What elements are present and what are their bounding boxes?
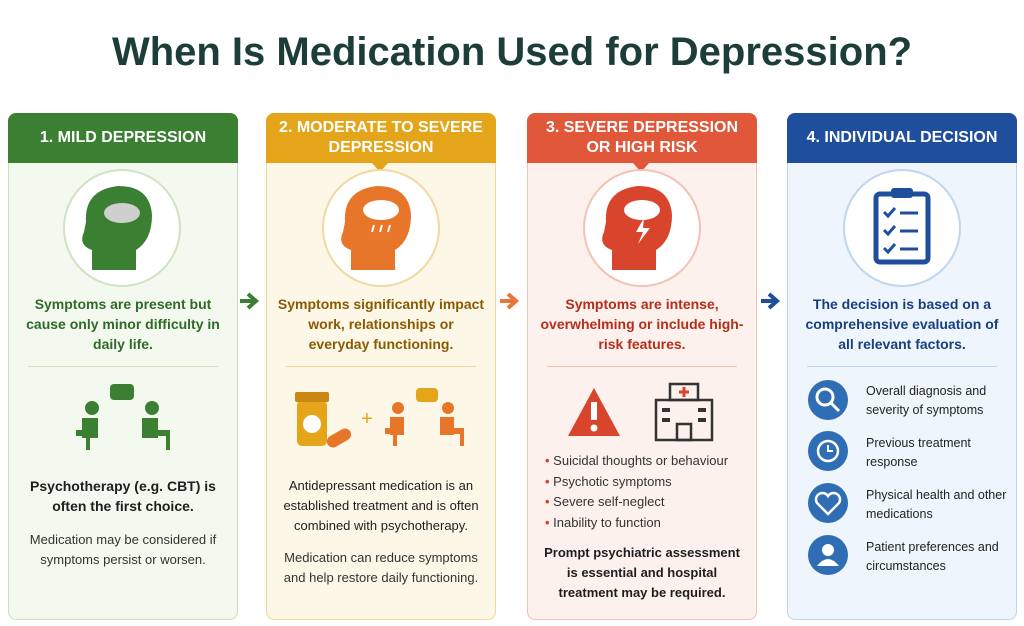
medication-icon <box>295 392 352 448</box>
title: When Is Medication Used for Depression? <box>111 30 913 74</box>
divider <box>28 366 218 367</box>
therapy-icon <box>76 384 170 450</box>
column-header: 3. SEVERE DEPRESSION OR HIGH RISK <box>527 113 757 163</box>
divider <box>286 366 476 367</box>
factor-icons <box>808 380 848 575</box>
factor-text: Patient preferences and circumstances <box>866 540 999 573</box>
main-text: Antidepressant medication is an establis… <box>283 478 479 533</box>
divider <box>807 366 997 367</box>
risk-item: Suicidal thoughts or behaviour <box>545 453 728 474</box>
note-text: Medication may be considered if symptoms… <box>29 532 217 567</box>
column-header: 1. MILD DEPRESSION <box>8 113 238 163</box>
head-icon <box>322 169 440 287</box>
column-header: 2. MODERATE TO SEVERE DEPRESSION <box>266 113 496 163</box>
risk-list: Suicidal thoughts or behaviour Psychotic… <box>545 453 728 535</box>
hospital-icon <box>654 382 714 442</box>
factor-text: Overall diagnosis and severity of sympto… <box>866 384 987 417</box>
arrow <box>240 292 260 310</box>
factor-text: Previous treatment response <box>866 436 971 469</box>
risk-item: Psychotic symptoms <box>545 474 728 495</box>
risk-item: Inability to function <box>545 515 728 536</box>
summary: Symptoms are intense, overwhelming or in… <box>540 296 744 352</box>
arrow <box>761 292 781 310</box>
header-pointer <box>372 163 388 172</box>
therapy-icon <box>385 388 464 446</box>
note-text: Medication can reduce symptoms and help … <box>283 550 479 585</box>
main-text: Prompt psychiatric assessment is essenti… <box>544 545 740 600</box>
main-text: Psychotherapy (e.g. CBT) is often the fi… <box>30 478 216 514</box>
factor-text: Physical health and other medications <box>866 488 1007 521</box>
summary: Symptoms significantly impact work, rela… <box>277 296 485 352</box>
clipboard-icon <box>843 169 961 287</box>
divider <box>547 366 737 367</box>
header-pointer <box>633 163 649 172</box>
summary: Symptoms are present but cause only mino… <box>26 296 220 352</box>
head-icon <box>63 169 181 287</box>
column-header: 4. INDIVIDUAL DECISION <box>787 113 1017 163</box>
plus-sign: + <box>361 408 373 430</box>
risk-item: Severe self-neglect <box>545 494 728 515</box>
summary: The decision is based on a comprehensive… <box>805 296 999 352</box>
warning-icon <box>568 388 620 436</box>
head-icon <box>583 169 701 287</box>
arrow <box>500 292 520 310</box>
